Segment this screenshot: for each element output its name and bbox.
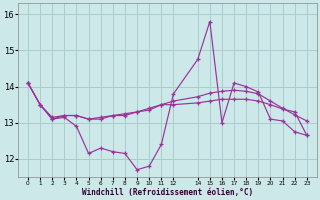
X-axis label: Windchill (Refroidissement éolien,°C): Windchill (Refroidissement éolien,°C)	[82, 188, 253, 197]
